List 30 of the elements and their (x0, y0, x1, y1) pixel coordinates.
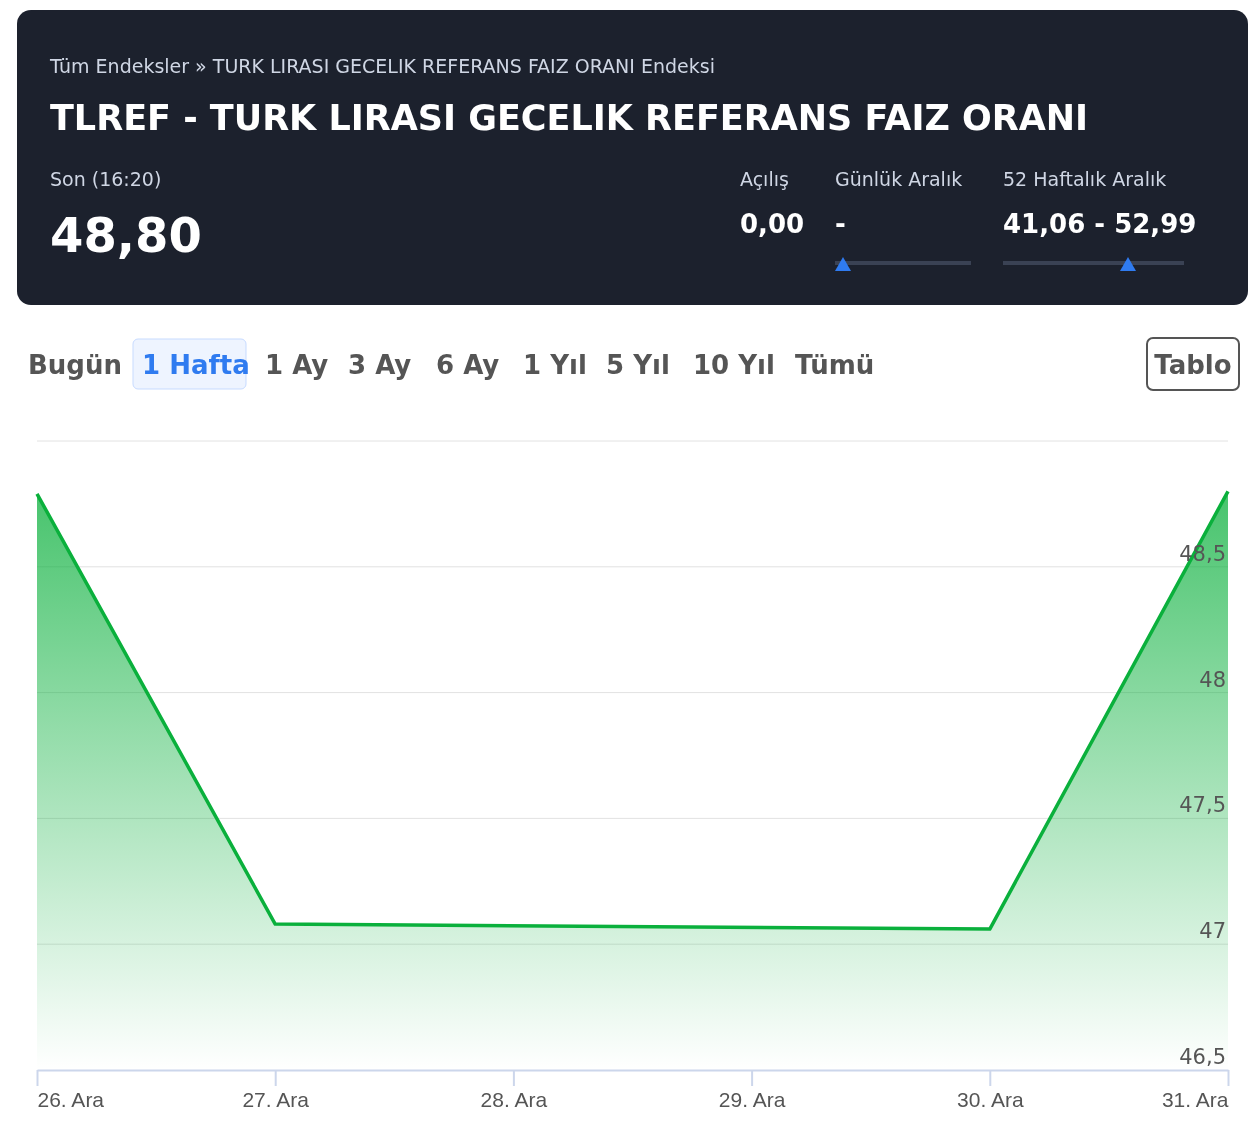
text: 6 Ay (436, 350, 500, 380)
y-tick-label: 46,5 (1179, 1045, 1226, 1069)
chart-title: TLREF - TURK LIRASI GECELIK REFERANS FAIZ ORANI (50, 98, 1089, 138)
y-tick-label: 47,5 (1179, 793, 1226, 818)
y-tick-label: 47 (1199, 919, 1226, 944)
text: 0,00 (740, 209, 805, 239)
text: 1 Yıl (523, 350, 587, 380)
text: Tablo (1154, 350, 1232, 380)
text: 5 Yıl (606, 350, 670, 380)
text: 52 Haftalık Aralık (1003, 168, 1167, 190)
x-tick-label: 30. Ara (957, 1088, 1024, 1112)
text: - (835, 209, 846, 239)
chart-subtitle: Tüm Endeksler » TURK LIRASI GECELIK REFERANS FAIZ ORANI Endeksi (49, 55, 715, 77)
text: Bugün (28, 350, 122, 380)
text: 3 Ay (348, 350, 412, 380)
text: 1 Hafta (142, 350, 250, 380)
y-tick-label: 48 (1199, 667, 1226, 692)
x-tick-label: 27. Ara (242, 1088, 310, 1112)
text: Açılış (740, 168, 789, 190)
text: 48,80 (50, 207, 202, 263)
text: 1 Ay (265, 350, 329, 380)
text: Son (16:20) (50, 168, 162, 190)
text: 10 Yıl (693, 350, 775, 380)
x-tick-label: 29. Ara (718, 1088, 786, 1112)
x-tick-label: 28. Ara (480, 1088, 548, 1112)
x-tick-label: 31. Ara (1161, 1088, 1229, 1112)
text: Tümü (795, 350, 875, 380)
text: 41,06 - 52,99 (1003, 209, 1197, 239)
text: Günlük Aralık (835, 168, 963, 190)
x-tick-label: 26. Ara (37, 1088, 105, 1112)
